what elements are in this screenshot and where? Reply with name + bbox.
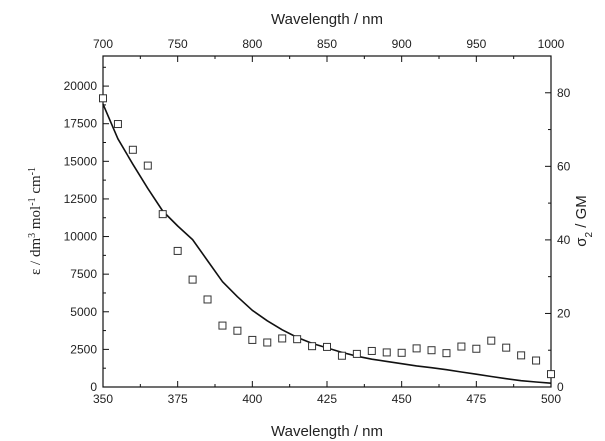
x-top-tick-label: 850 <box>317 37 337 51</box>
two-photon-marker <box>337 351 346 360</box>
two-photon-marker <box>278 334 287 343</box>
y-right-tick-label: 20 <box>557 306 571 320</box>
y-left-tick-label: 5000 <box>70 305 97 319</box>
absorption-line <box>102 103 552 384</box>
y-left-tick-label: 7500 <box>70 267 97 281</box>
y-right-title-part-2: / GM <box>573 195 590 232</box>
two-photon-marker <box>367 346 376 355</box>
two-photon-marker <box>323 342 331 351</box>
two-photon-marker <box>308 342 317 351</box>
x-bottom-tick-label: 400 <box>242 392 262 406</box>
y-left-title-part-2: mol <box>28 206 44 233</box>
two-photon-marker <box>472 344 481 353</box>
x-bottom-tick-label: 375 <box>168 392 188 406</box>
x-bottom-axis-title: Wavelength / nm <box>271 423 383 440</box>
y-left-title-sup-1: 3 <box>27 233 38 238</box>
two-photon-marker <box>113 120 122 129</box>
two-photon-marker <box>532 356 541 365</box>
x-top-tick-label: 750 <box>168 37 188 51</box>
y-right-tick-label: 60 <box>557 159 571 173</box>
y-left-tick-label: 2500 <box>70 342 97 356</box>
x-bottom-tick-label: 500 <box>541 392 561 406</box>
y-left-tick-label: 12500 <box>64 192 98 206</box>
y-left-title-part-1: ε / dm <box>28 238 44 275</box>
y-left-axis-title: ε / dm3 mol-1 cm-1 <box>27 167 45 275</box>
y-right-title-sub: 2 <box>584 231 595 237</box>
two-photon-marker <box>128 145 137 154</box>
right-axis-ticks: 0 20 40 60 80 <box>545 55 571 394</box>
y-right-title-part-1: σ <box>573 237 590 247</box>
x-top-axis-title: Wavelength / nm <box>271 11 383 28</box>
y-left-tick-label: 20000 <box>64 79 98 93</box>
two-photon-marker <box>442 349 451 358</box>
x-top-tick-label: 900 <box>392 37 412 51</box>
series-markers-group <box>99 94 555 379</box>
y-right-tick-label: 80 <box>557 86 571 100</box>
y-left-tick-label: 17500 <box>64 117 98 131</box>
series-line-group <box>102 103 552 384</box>
two-photon-marker <box>233 326 242 335</box>
two-photon-marker <box>457 342 466 351</box>
two-photon-marker <box>547 370 555 379</box>
x-top-tick-label: 950 <box>466 37 486 51</box>
x-top-tick-label: 1000 <box>538 37 565 51</box>
plot-frame <box>102 55 552 388</box>
two-photon-marker <box>397 348 406 357</box>
two-photon-marker <box>218 321 227 330</box>
two-photon-marker <box>173 246 182 255</box>
x-bottom-tick-label: 450 <box>392 392 412 406</box>
two-photon-marker <box>352 349 361 358</box>
y-right-tick-label: 40 <box>557 233 571 247</box>
y-left-title-sup-3: -1 <box>27 167 38 175</box>
y-left-title-part-3: cm <box>28 175 44 197</box>
two-photon-marker <box>188 275 197 284</box>
two-photon-marker <box>427 346 436 355</box>
two-photon-marker <box>382 348 391 357</box>
y-left-tick-label: 0 <box>90 380 97 394</box>
x-bottom-tick-label: 350 <box>93 392 113 406</box>
two-photon-marker <box>143 161 152 170</box>
two-photon-marker <box>293 335 302 344</box>
two-photon-marker <box>248 335 257 344</box>
two-photon-marker <box>517 351 526 360</box>
x-top-tick-label: 800 <box>242 37 262 51</box>
y-left-tick-label: 10000 <box>64 230 98 244</box>
x-top-tick-label: 700 <box>93 37 113 51</box>
two-photon-marker <box>99 94 107 103</box>
two-photon-marker <box>502 343 511 352</box>
two-photon-marker <box>487 336 496 345</box>
top-axis-ticks: 700 750 800 850 900 950 1000 <box>93 37 565 62</box>
y-right-axis-title: σ2 / GM <box>573 195 595 247</box>
y-right-tick-label: 0 <box>557 380 564 394</box>
x-bottom-tick-label: 425 <box>317 392 337 406</box>
two-photon-marker <box>158 210 167 219</box>
bottom-axis-ticks: 350 375 400 425 450 475 500 <box>93 381 561 406</box>
x-bottom-tick-label: 475 <box>466 392 486 406</box>
y-left-title-sup-2: -1 <box>27 197 38 205</box>
two-photon-marker <box>203 295 212 304</box>
two-photon-marker <box>263 338 272 347</box>
two-photon-marker <box>412 344 421 353</box>
left-axis-ticks: 0 2500 5000 7500 10000 12500 15000 17500 20000 <box>64 66 109 394</box>
y-left-tick-label: 15000 <box>64 154 98 168</box>
